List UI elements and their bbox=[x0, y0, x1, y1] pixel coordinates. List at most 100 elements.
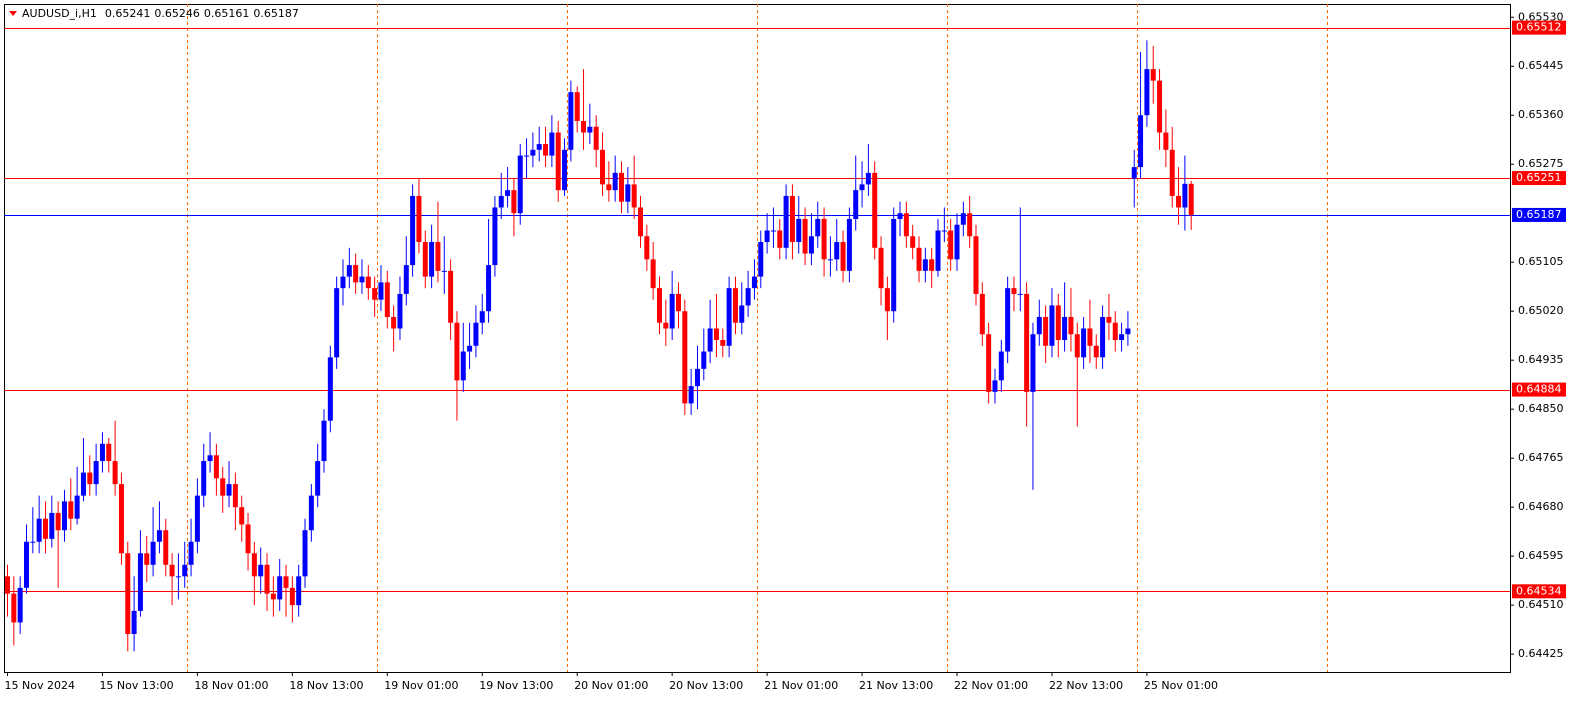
y-tick-label: 0.65360 bbox=[1518, 108, 1564, 121]
candle-body bbox=[713, 328, 719, 341]
symbol: AUDUSD_i,H1 bbox=[22, 7, 97, 20]
candle-body bbox=[992, 380, 998, 392]
candle-body bbox=[169, 564, 175, 577]
candle-body bbox=[1144, 69, 1150, 116]
level-tag bbox=[1512, 171, 1566, 186]
candle-body bbox=[663, 322, 669, 329]
x-tick-label: 19 Nov 13:00 bbox=[479, 679, 553, 692]
candle-body bbox=[865, 172, 871, 185]
candle-body bbox=[853, 190, 859, 219]
y-tick-label: 0.64765 bbox=[1518, 451, 1564, 464]
level-tag bbox=[1512, 382, 1566, 397]
candle-body bbox=[410, 195, 416, 266]
candle-body bbox=[973, 236, 979, 294]
level-tag-label: 0.64534 bbox=[1516, 584, 1562, 597]
candle-body bbox=[827, 259, 833, 261]
x-tick-label: 19 Nov 01:00 bbox=[384, 679, 458, 692]
candle-body bbox=[42, 518, 48, 539]
candle-body bbox=[1068, 316, 1074, 335]
candle-body bbox=[36, 518, 42, 542]
candle-body bbox=[815, 218, 821, 237]
candle-body bbox=[93, 461, 99, 485]
candle-body bbox=[606, 184, 612, 191]
candle-body bbox=[1163, 132, 1169, 150]
candle-body bbox=[638, 207, 643, 237]
candle-body bbox=[1036, 316, 1042, 335]
candle-body bbox=[562, 149, 568, 191]
candle-body bbox=[726, 288, 732, 346]
candle-body bbox=[99, 443, 105, 462]
candle-body bbox=[929, 259, 935, 271]
candle-body bbox=[1017, 293, 1023, 295]
candle-body bbox=[163, 530, 169, 565]
candle-body bbox=[441, 270, 447, 272]
candle-body bbox=[517, 155, 523, 214]
candle-body bbox=[1081, 328, 1087, 358]
candle-body bbox=[125, 553, 131, 634]
candle-body bbox=[403, 265, 409, 294]
x-tick-label: 15 Nov 2024 bbox=[5, 679, 75, 692]
candle-body bbox=[23, 541, 29, 588]
candle-body bbox=[593, 126, 599, 150]
level-tag-label: 0.65187 bbox=[1516, 208, 1562, 221]
candle-body bbox=[226, 484, 232, 496]
candle-body bbox=[758, 242, 764, 277]
x-tick-label: 20 Nov 13:00 bbox=[669, 679, 743, 692]
candle-body bbox=[650, 259, 656, 289]
candle-body bbox=[669, 293, 675, 329]
candle-body bbox=[954, 224, 960, 260]
candle-body bbox=[429, 242, 435, 277]
y-tick-label: 0.64850 bbox=[1518, 402, 1564, 415]
candle-body bbox=[897, 213, 903, 219]
candle-body bbox=[74, 495, 80, 519]
candle-body bbox=[821, 218, 827, 260]
candle-body bbox=[391, 316, 397, 329]
candle-body bbox=[302, 530, 308, 577]
candle-body bbox=[682, 311, 688, 404]
y-tick-label: 0.64935 bbox=[1518, 353, 1564, 366]
candle-body bbox=[55, 512, 61, 531]
candle-body bbox=[770, 230, 776, 232]
x-tick-label: 20 Nov 01:00 bbox=[574, 679, 648, 692]
candle-body bbox=[378, 282, 384, 300]
candle-body bbox=[416, 195, 422, 243]
candle-body bbox=[315, 461, 321, 496]
x-tick-label: 25 Nov 01:00 bbox=[1144, 679, 1218, 692]
candle-body bbox=[258, 564, 264, 577]
candle-body bbox=[739, 305, 745, 323]
level-tag-label: 0.64884 bbox=[1516, 383, 1562, 396]
candle-body bbox=[1119, 334, 1125, 341]
candle-body bbox=[359, 276, 365, 283]
candle-body bbox=[277, 576, 283, 600]
candle-body bbox=[701, 351, 707, 369]
candle-body bbox=[1131, 167, 1137, 179]
candle-body bbox=[1011, 288, 1017, 294]
candle-body bbox=[941, 230, 947, 232]
candle-body bbox=[1112, 322, 1118, 341]
header: AUDUSD_i,H1 0.65241 0.65246 0.65161 0.65187 bbox=[22, 7, 299, 20]
candle-body bbox=[891, 218, 897, 312]
y-tick-label: 0.64425 bbox=[1518, 647, 1564, 660]
candle-body bbox=[435, 242, 441, 271]
candle-body bbox=[1106, 316, 1112, 323]
candle-body bbox=[511, 190, 517, 214]
y-tick-label: 0.64510 bbox=[1518, 598, 1564, 611]
menu-triangle[interactable] bbox=[9, 11, 17, 16]
candle-body bbox=[1030, 334, 1036, 392]
candle-body bbox=[245, 524, 251, 554]
candle-body bbox=[194, 495, 200, 542]
candle-body bbox=[524, 155, 530, 157]
candle-body bbox=[998, 351, 1004, 381]
candle-body bbox=[536, 144, 542, 150]
candle-body bbox=[106, 443, 112, 462]
y-tick-label: 0.64595 bbox=[1518, 549, 1564, 562]
level-tag bbox=[1512, 584, 1566, 599]
candle-body bbox=[1049, 305, 1055, 346]
candle-body bbox=[68, 501, 74, 519]
candle-body bbox=[1074, 334, 1080, 358]
candle-body bbox=[675, 293, 681, 312]
candle-body bbox=[1157, 80, 1163, 133]
candle-body bbox=[327, 357, 333, 421]
